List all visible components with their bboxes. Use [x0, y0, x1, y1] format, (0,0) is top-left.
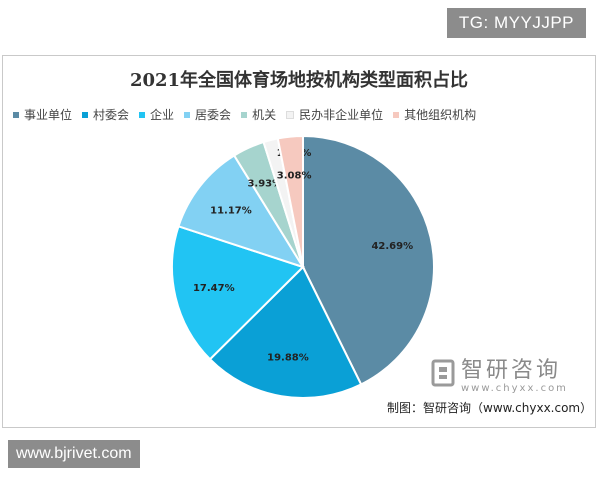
- pie-slice-label: 3.08%: [277, 171, 312, 182]
- legend-label: 居委会: [195, 108, 232, 122]
- logo-name: 智研咨询: [461, 358, 562, 383]
- legend-label: 企业: [150, 108, 175, 122]
- legend-label: 民办非企业单位: [299, 108, 384, 122]
- chart-frame: 2021年全国体育场地按机构类型面积占比 事业单位 村委会 企业 居委会 机关 民办非企业…: [2, 55, 596, 428]
- pie-slice-label: 17.47%: [193, 283, 235, 294]
- watermark-badge-bottom: www.bjrivet.com: [8, 440, 140, 468]
- legend-swatch: [13, 111, 19, 118]
- pie-slice-label: 11.17%: [210, 205, 252, 216]
- logo-url: www.chyxx.com: [461, 383, 568, 394]
- legend-item: 事业单位: [13, 106, 72, 123]
- chyxx-logo: 智研咨询 www.chyxx.com: [431, 358, 568, 394]
- pie-slice-label: 42.69%: [371, 241, 413, 252]
- legend-swatch: [139, 111, 146, 118]
- legend-label: 事业单位: [24, 108, 73, 122]
- legend-item: 其他组织机构: [393, 106, 476, 123]
- legend-label: 其他组织机构: [404, 108, 477, 122]
- pie-slice: [177, 154, 306, 269]
- legend-swatch: [82, 111, 89, 118]
- pie-slice-label: 19.88%: [267, 352, 309, 363]
- pie-slice: [302, 134, 435, 386]
- legend-item: 机关: [241, 106, 276, 123]
- pie-slice: [276, 134, 304, 268]
- legend-swatch: [286, 110, 295, 119]
- legend-item: 居委会: [184, 106, 231, 123]
- watermark-badge-top: TG: MYYJJPP: [446, 8, 586, 38]
- pie-slice: [171, 225, 305, 361]
- legend-item: 企业: [139, 106, 174, 123]
- legend-item: 民办非企业单位: [286, 106, 383, 123]
- legend-swatch: [184, 111, 191, 118]
- pie-chart: 42.69%19.88%17.47%11.17%3.93%1.79%3.08%: [171, 134, 435, 399]
- legend-label: 机关: [252, 108, 277, 122]
- pie-slice-label: 3.93%: [247, 179, 282, 190]
- legend-item: 村委会: [82, 106, 129, 123]
- chart-legend: 事业单位 村委会 企业 居委会 机关 民办非企业单位 其他组织机构: [13, 106, 593, 123]
- chart-title: 2021年全国体育场地按机构类型面积占比: [129, 70, 469, 91]
- legend-label: 村委会: [93, 108, 130, 122]
- chyxx-logo-icon: [431, 359, 455, 387]
- pie-slice: [208, 265, 363, 399]
- legend-swatch: [241, 111, 248, 118]
- legend-swatch: [393, 111, 400, 118]
- chart-source: 制图：智研咨询（www.chyxx.com）: [387, 401, 593, 415]
